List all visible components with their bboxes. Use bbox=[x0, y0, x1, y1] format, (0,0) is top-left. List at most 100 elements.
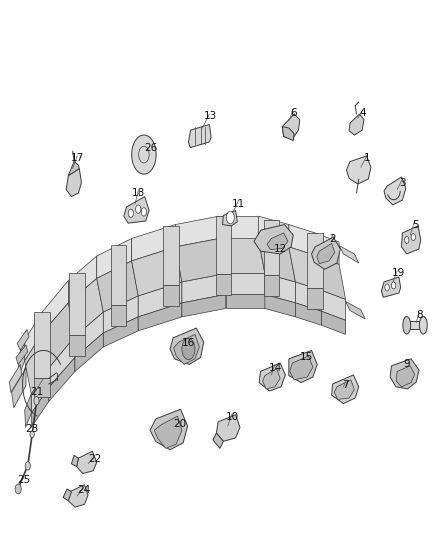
Polygon shape bbox=[49, 336, 75, 387]
Text: 14: 14 bbox=[269, 363, 283, 373]
Circle shape bbox=[136, 205, 141, 213]
Polygon shape bbox=[97, 261, 138, 312]
Circle shape bbox=[25, 462, 30, 470]
Polygon shape bbox=[215, 216, 231, 274]
Polygon shape bbox=[49, 358, 75, 401]
Polygon shape bbox=[321, 311, 346, 334]
Polygon shape bbox=[182, 273, 226, 303]
Polygon shape bbox=[68, 484, 88, 507]
Circle shape bbox=[405, 237, 409, 244]
Text: 4: 4 bbox=[360, 108, 367, 118]
Polygon shape bbox=[265, 294, 295, 317]
Polygon shape bbox=[124, 197, 149, 223]
Polygon shape bbox=[173, 334, 199, 365]
Polygon shape bbox=[223, 211, 237, 226]
Text: 9: 9 bbox=[403, 359, 410, 369]
Polygon shape bbox=[283, 127, 294, 141]
Text: 8: 8 bbox=[417, 310, 423, 320]
Polygon shape bbox=[213, 433, 223, 448]
Text: 21: 21 bbox=[30, 387, 43, 398]
Text: 15: 15 bbox=[300, 352, 313, 362]
Polygon shape bbox=[42, 280, 68, 333]
Ellipse shape bbox=[403, 317, 411, 334]
Text: 10: 10 bbox=[226, 412, 239, 422]
Polygon shape bbox=[295, 303, 321, 325]
Text: 23: 23 bbox=[25, 424, 39, 434]
Text: 1: 1 bbox=[364, 153, 371, 163]
Polygon shape bbox=[97, 239, 132, 278]
Text: 20: 20 bbox=[173, 419, 186, 429]
Text: 5: 5 bbox=[412, 220, 419, 230]
Polygon shape bbox=[334, 380, 354, 399]
Ellipse shape bbox=[420, 317, 427, 334]
Polygon shape bbox=[339, 246, 359, 263]
Polygon shape bbox=[132, 247, 182, 296]
Polygon shape bbox=[216, 415, 240, 441]
Polygon shape bbox=[163, 226, 179, 285]
Text: 13: 13 bbox=[204, 111, 217, 121]
Polygon shape bbox=[283, 114, 300, 139]
Polygon shape bbox=[111, 245, 127, 305]
Polygon shape bbox=[16, 345, 28, 365]
Text: 7: 7 bbox=[343, 381, 349, 390]
Text: 24: 24 bbox=[77, 486, 90, 495]
Polygon shape bbox=[332, 375, 359, 403]
Text: 22: 22 bbox=[88, 454, 101, 464]
Polygon shape bbox=[103, 317, 138, 347]
Polygon shape bbox=[307, 288, 323, 309]
Circle shape bbox=[141, 208, 147, 216]
Polygon shape bbox=[349, 114, 364, 135]
Polygon shape bbox=[188, 125, 211, 148]
Polygon shape bbox=[68, 278, 103, 336]
Polygon shape bbox=[407, 321, 424, 329]
Polygon shape bbox=[18, 340, 25, 375]
Polygon shape bbox=[258, 216, 289, 247]
Polygon shape bbox=[69, 335, 85, 356]
Polygon shape bbox=[215, 274, 231, 295]
Polygon shape bbox=[150, 409, 187, 450]
Polygon shape bbox=[31, 368, 49, 414]
Polygon shape bbox=[289, 224, 315, 255]
Polygon shape bbox=[68, 256, 97, 303]
Polygon shape bbox=[10, 365, 21, 392]
Polygon shape bbox=[346, 156, 371, 184]
Polygon shape bbox=[259, 363, 286, 391]
Polygon shape bbox=[75, 333, 103, 372]
Polygon shape bbox=[219, 216, 258, 239]
Polygon shape bbox=[34, 378, 50, 397]
Text: 25: 25 bbox=[17, 475, 30, 485]
Circle shape bbox=[182, 338, 195, 360]
Polygon shape bbox=[254, 224, 293, 254]
Polygon shape bbox=[258, 239, 295, 282]
Polygon shape bbox=[17, 329, 29, 350]
Circle shape bbox=[15, 484, 21, 494]
Polygon shape bbox=[25, 394, 31, 427]
Polygon shape bbox=[31, 387, 49, 427]
Circle shape bbox=[385, 284, 389, 291]
Polygon shape bbox=[68, 161, 79, 175]
Text: 17: 17 bbox=[71, 153, 84, 163]
Polygon shape bbox=[154, 416, 182, 448]
Polygon shape bbox=[182, 294, 226, 317]
Circle shape bbox=[128, 209, 134, 217]
Polygon shape bbox=[267, 233, 288, 250]
Polygon shape bbox=[66, 168, 81, 197]
Polygon shape bbox=[226, 294, 265, 309]
Text: 26: 26 bbox=[145, 143, 158, 152]
Polygon shape bbox=[69, 273, 85, 335]
Polygon shape bbox=[25, 312, 42, 361]
Text: 16: 16 bbox=[182, 338, 195, 349]
Polygon shape bbox=[42, 303, 75, 368]
Polygon shape bbox=[63, 489, 71, 501]
Circle shape bbox=[392, 282, 396, 289]
Polygon shape bbox=[346, 302, 365, 319]
Polygon shape bbox=[170, 328, 204, 365]
Text: 19: 19 bbox=[392, 269, 405, 279]
Polygon shape bbox=[264, 275, 279, 296]
Polygon shape bbox=[290, 356, 313, 380]
Polygon shape bbox=[321, 290, 346, 320]
Polygon shape bbox=[315, 255, 346, 300]
Polygon shape bbox=[25, 333, 49, 394]
Circle shape bbox=[132, 135, 156, 174]
Text: 6: 6 bbox=[290, 108, 297, 118]
